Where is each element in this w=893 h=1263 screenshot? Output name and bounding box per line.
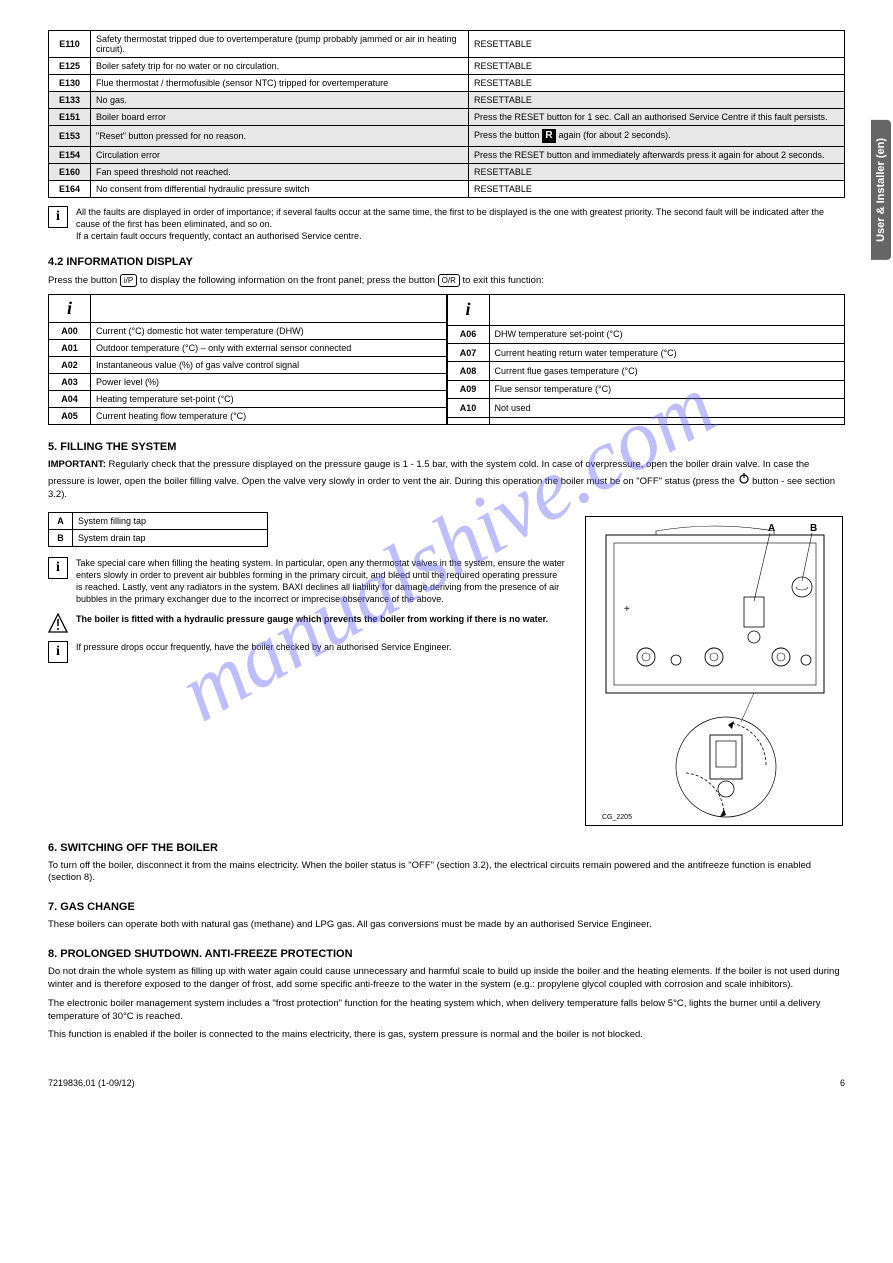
table-cell: RESETTABLE: [469, 92, 845, 109]
table-cell: E130: [49, 75, 91, 92]
section-intro: Press the button i/P to display the foll…: [48, 274, 845, 288]
table-cell: Power level (%): [91, 374, 447, 391]
table-cell: A00: [49, 323, 91, 340]
info-display-table: i A00Current (°C) domestic hot water tem…: [48, 288, 845, 425]
table-cell: E153: [49, 126, 91, 147]
table-cell: Boiler board error: [91, 109, 469, 126]
table-cell: E125: [49, 58, 91, 75]
legend-table: ASystem filling tap BSystem drain tap: [48, 512, 268, 547]
section-7-body: These boilers can operate both with natu…: [48, 919, 845, 932]
table-cell: RESETTABLE: [469, 58, 845, 75]
section-5-body: IMPORTANT: Regularly check that the pres…: [48, 459, 845, 501]
table-cell: System filling tap: [73, 512, 268, 529]
table-cell: A: [49, 512, 73, 529]
table-cell: A01: [49, 340, 91, 357]
table-cell: Flue thermostat / thermofusible (sensor …: [91, 75, 469, 92]
table-cell: A09: [447, 380, 489, 398]
table-cell: Outdoor temperature (°C) – only with ext…: [91, 340, 447, 357]
side-tab: User & Installer (en): [871, 120, 891, 260]
table-cell: DHW temperature set-point (°C): [489, 325, 845, 343]
table-cell: A05: [49, 408, 91, 425]
table-cell: No consent from differential hydraulic p…: [91, 181, 469, 198]
section-heading-5: 5. FILLING THE SYSTEM: [48, 441, 845, 453]
section-6-body: To turn off the boiler, disconnect it fr…: [48, 860, 845, 886]
table-cell: [447, 417, 489, 425]
table-cell: Press the RESET button and immediately a…: [469, 147, 845, 164]
table-cell: E160: [49, 164, 91, 181]
section-8-body-2: The electronic boiler management system …: [48, 998, 845, 1024]
table-cell: Current flue gases temperature (°C): [489, 362, 845, 380]
table-cell: Heating temperature set-point (°C): [91, 391, 447, 408]
info-note: i All the faults are displayed in order …: [48, 206, 845, 242]
table-cell: Current (°C) domestic hot water temperat…: [91, 323, 447, 340]
section-8-body-3: This function is enabled if the boiler i…: [48, 1029, 845, 1042]
table-cell: Press the RESET button for 1 sec. Call a…: [469, 109, 845, 126]
section-heading-7: 7. GAS CHANGE: [48, 901, 845, 913]
table-cell: E151: [49, 109, 91, 126]
section-heading-4-2: 4.2 INFORMATION DISPLAY: [48, 256, 845, 268]
note-text: Take special care when filling the heati…: [76, 557, 565, 606]
info-icon: i: [48, 557, 68, 579]
table-cell: A08: [447, 362, 489, 380]
table-cell: Instantaneous value (%) of gas valve con…: [91, 357, 447, 374]
warning-icon: [48, 613, 68, 633]
note-text: If a certain fault occurs frequently, co…: [76, 231, 361, 241]
table-cell: A07: [447, 343, 489, 361]
svg-text:B: B: [810, 523, 817, 534]
table-cell: No gas.: [91, 92, 469, 109]
info-icon: i: [48, 206, 68, 228]
table-cell: A03: [49, 374, 91, 391]
info-icon: i: [48, 641, 68, 663]
table-cell: E110: [49, 31, 91, 58]
page-footer: 7219836.01 (1-09/12) 6: [48, 1072, 845, 1088]
table-cell: Flue sensor temperature (°C): [489, 380, 845, 398]
ip-button-icon: i/P: [120, 274, 137, 287]
warning-note: The boiler is fitted with a hydraulic pr…: [48, 613, 565, 633]
section-heading-6: 6. SWITCHING OFF THE BOILER: [48, 842, 845, 854]
table-cell: RESETTABLE: [469, 75, 845, 92]
svg-text:+: +: [624, 604, 630, 615]
table-cell: Boiler safety trip for no water or no ci…: [91, 58, 469, 75]
note-text: All the faults are displayed in order of…: [76, 207, 824, 229]
table-cell: A10: [447, 399, 489, 417]
table-cell: A04: [49, 391, 91, 408]
fault-table: E110Safety thermostat tripped due to ove…: [48, 30, 845, 198]
or-button-icon: O/R: [438, 274, 460, 287]
diagram-caption: CG_2205: [602, 814, 632, 821]
table-cell: "Reset" button pressed for no reason.: [91, 126, 469, 147]
table-cell: Press the button R again (for about 2 se…: [469, 126, 845, 147]
warning-text: The boiler is fitted with a hydraulic pr…: [76, 613, 565, 625]
table-cell: E154: [49, 147, 91, 164]
page-content: E110Safety thermostat tripped due to ove…: [0, 0, 893, 1108]
power-icon: [738, 472, 750, 484]
section-8-body-1: Do not drain the whole system as filling…: [48, 966, 845, 992]
svg-text:A: A: [768, 523, 775, 534]
table-cell: Not used: [489, 399, 845, 417]
table-cell: A02: [49, 357, 91, 374]
table-cell: RESETTABLE: [469, 31, 845, 58]
table-cell: [489, 417, 845, 425]
table-cell: Fan speed threshold not reached.: [91, 164, 469, 181]
note-text: If pressure drops occur frequently, have…: [76, 641, 565, 653]
table-cell: Safety thermostat tripped due to overtem…: [91, 31, 469, 58]
table-cell: System drain tap: [73, 529, 268, 546]
boiler-diagram: A B: [585, 516, 843, 826]
info-note: i If pressure drops occur frequently, ha…: [48, 641, 565, 663]
table-cell: E164: [49, 181, 91, 198]
table-cell: RESETTABLE: [469, 181, 845, 198]
table-cell: A06: [447, 325, 489, 343]
table-cell: E133: [49, 92, 91, 109]
footer-left: 7219836.01 (1-09/12): [48, 1078, 135, 1088]
footer-right: 6: [840, 1078, 845, 1088]
table-cell: Current heating return water temperature…: [489, 343, 845, 361]
info-note: i Take special care when filling the hea…: [48, 557, 565, 606]
table-cell: Current heating flow temperature (°C): [91, 408, 447, 425]
table-cell: RESETTABLE: [469, 164, 845, 181]
table-cell: Circulation error: [91, 147, 469, 164]
section-heading-8: 8. PROLONGED SHUTDOWN. ANTI-FREEZE PROTE…: [48, 948, 845, 960]
table-cell: B: [49, 529, 73, 546]
